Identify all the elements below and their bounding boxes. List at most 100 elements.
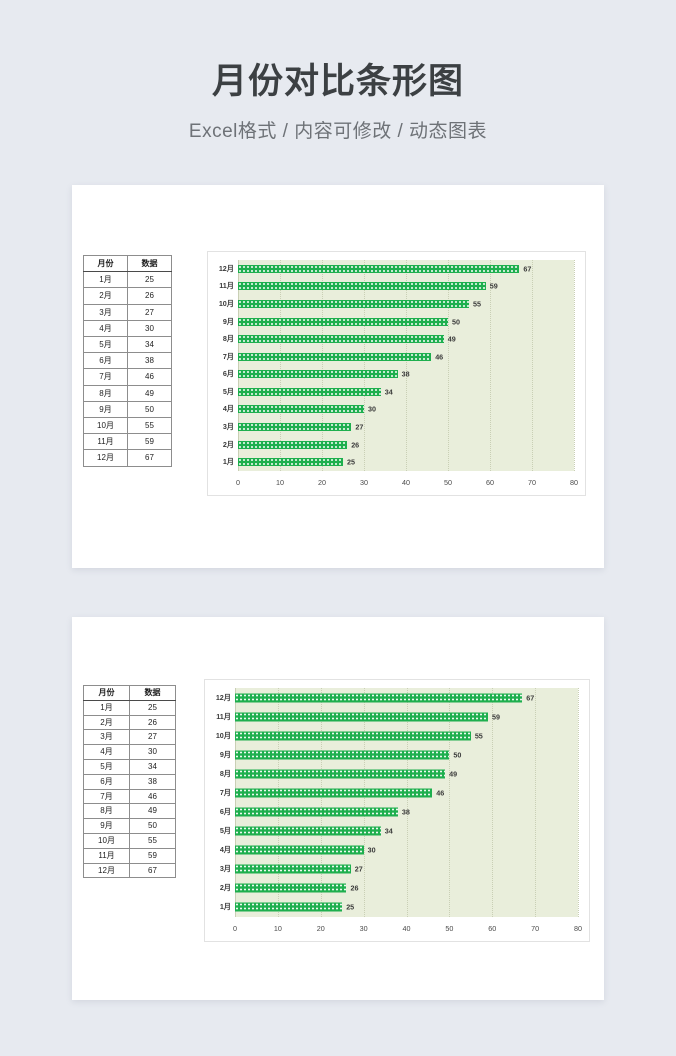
bar[interactable]: [235, 750, 450, 760]
table-row[interactable]: 1月 25: [83, 700, 176, 716]
bar[interactable]: [238, 458, 343, 467]
plot-wrapper: 1月 2月 3月 4月 5月 6月 7月 8月 9月 10月 11月 12月 25 26 27 30 34 38…: [205, 680, 589, 941]
y-axis-tick-label: 12月: [215, 692, 231, 702]
bar[interactable]: [238, 370, 398, 379]
x-axis: 0 10 20 30 40 50 60 70 80: [236, 471, 578, 495]
bar[interactable]: [235, 807, 398, 817]
table-row[interactable]: 10月 55: [83, 832, 176, 849]
bar-data-label: 59: [491, 712, 500, 722]
y-axis-labels: 1月 2月 3月 4月 5月 6月 7月 8月 9月 10月 11月 12月: [208, 260, 238, 471]
y-axis-tick-label: 10月: [215, 730, 231, 740]
bar[interactable]: [235, 788, 433, 798]
bar[interactable]: [238, 423, 352, 432]
table-row[interactable]: 2月 26: [83, 287, 172, 305]
data-table-2[interactable]: 月份 数据 1月 25 2月 26 3月 27 4月 30 5月 34 6月 38 7月 46 8月 49 9月…: [83, 685, 176, 879]
bar[interactable]: [238, 317, 448, 326]
data-table-1[interactable]: 月份 数据 1月 25 2月 26 3月 27 4月 30 5月 34 6月 38 7月 46 8月 49 9月…: [83, 254, 172, 467]
cell-month: 7月: [83, 788, 130, 805]
cell-month: 12月: [83, 862, 130, 879]
bar[interactable]: [238, 264, 520, 273]
table-row[interactable]: 6月 38: [83, 773, 176, 790]
table-row[interactable]: 4月 30: [83, 744, 176, 760]
bar-data-label: 49: [447, 334, 456, 344]
table-row[interactable]: 3月 27: [83, 729, 176, 746]
table-row[interactable]: 11月 59: [83, 433, 172, 451]
bar-row: 67: [238, 260, 574, 278]
bar[interactable]: [238, 387, 381, 396]
bar[interactable]: [235, 826, 381, 836]
bar-row: 27: [238, 418, 574, 436]
grid-line: [448, 260, 449, 471]
cell-value: 26: [129, 714, 176, 731]
x-axis-tick-label: 0: [233, 924, 237, 933]
y-axis-tick-label: 3月: [219, 864, 231, 874]
bar-data-label: 30: [368, 404, 376, 414]
cell-value: 67: [127, 449, 172, 467]
x-axis-tick-label: 30: [359, 924, 368, 933]
bar[interactable]: [235, 864, 351, 874]
cell-value: 38: [129, 773, 176, 790]
bar[interactable]: [238, 282, 486, 291]
table-row[interactable]: 4月 30: [83, 319, 172, 338]
bar[interactable]: [238, 335, 444, 344]
bar[interactable]: [235, 712, 488, 722]
cell-value: 27: [129, 729, 176, 746]
table-row[interactable]: 11月 59: [83, 847, 176, 864]
bar[interactable]: [235, 902, 343, 912]
cell-month: 6月: [83, 773, 130, 790]
x-axis-tick-label: 40: [402, 924, 411, 933]
bar-data-label: 26: [350, 883, 359, 893]
bar-data-label: 27: [354, 864, 363, 874]
cell-month: 1月: [83, 700, 130, 716]
bar[interactable]: [235, 883, 347, 893]
x-axis-tick-label: 20: [316, 924, 325, 933]
y-axis-tick-label: 7月: [219, 787, 231, 797]
bar-data-label: 46: [436, 788, 445, 798]
table-row[interactable]: 8月 49: [83, 803, 176, 820]
table-row[interactable]: 3月 27: [83, 303, 172, 321]
cell-value: 59: [129, 847, 176, 864]
bar-data-label: 50: [452, 317, 460, 327]
table-row[interactable]: 9月 50: [83, 400, 172, 419]
table-row[interactable]: 2月 26: [83, 714, 176, 731]
bar-data-label: 25: [346, 902, 355, 912]
cell-month: 5月: [83, 758, 130, 775]
bar[interactable]: [238, 440, 348, 449]
y-axis-tick-label: 4月: [222, 404, 234, 414]
bar-data-label: 55: [474, 731, 483, 741]
col-header-month: 月份: [83, 685, 130, 701]
table-row[interactable]: 10月 55: [83, 417, 172, 435]
cell-value: 49: [129, 803, 176, 820]
table-row[interactable]: 8月 49: [83, 384, 172, 402]
bar-chart-2[interactable]: 1月 2月 3月 4月 5月 6月 7月 8月 9月 10月 11月 12月 25 26 27 30 34 38…: [204, 679, 590, 942]
bar-row: 67: [235, 688, 578, 707]
bar[interactable]: [235, 845, 364, 855]
bar[interactable]: [238, 299, 469, 308]
table-row[interactable]: 7月 46: [83, 788, 176, 805]
bar[interactable]: [238, 405, 364, 414]
y-axis-tick-label: 10月: [218, 298, 234, 308]
table-row[interactable]: 5月 34: [83, 758, 176, 775]
bar[interactable]: [235, 769, 446, 779]
bar-row: 34: [238, 383, 574, 401]
table-row[interactable]: 12月 67: [83, 862, 176, 879]
bar[interactable]: [238, 352, 432, 361]
bar-chart-1[interactable]: 1月 2月 3月 4月 5月 6月 7月 8月 9月 10月 11月 12月 25 26 27 30 34 38…: [207, 251, 586, 496]
table-row[interactable]: 9月 50: [83, 818, 176, 834]
table-row[interactable]: 7月 46: [83, 368, 172, 386]
bar-row: 59: [238, 278, 574, 296]
table-row[interactable]: 6月 38: [83, 352, 172, 370]
bar-data-label: 30: [367, 845, 376, 855]
bar-row: 38: [235, 803, 578, 822]
bar-row: 46: [238, 348, 574, 366]
table-row[interactable]: 1月 25: [83, 271, 172, 289]
bar-row: 25: [238, 453, 574, 471]
table-row[interactable]: 12月 67: [83, 449, 172, 467]
grid-line: [492, 688, 494, 917]
cell-value: 67: [129, 862, 176, 879]
bar[interactable]: [235, 731, 471, 741]
table-row[interactable]: 5月 34: [83, 336, 172, 354]
bar[interactable]: [235, 693, 523, 703]
cell-month: 9月: [83, 400, 128, 419]
bar-data-label: 67: [526, 693, 535, 703]
